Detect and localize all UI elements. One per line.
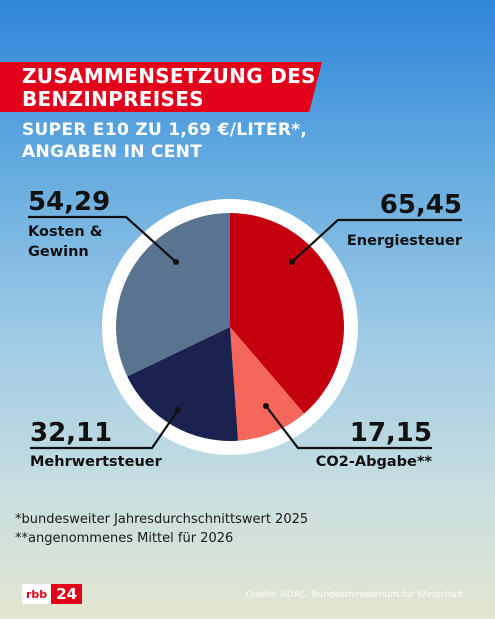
logo-brand: rbb — [22, 584, 52, 604]
pie-slice-4 — [116, 213, 230, 377]
slice-label-2: CO2-Abgabe** — [316, 454, 433, 470]
source-note: Quelle: ADAC, Bundesministerium für Wirt… — [245, 590, 463, 600]
data-label-4: 54,29 — [28, 187, 110, 217]
leader-line-3 — [30, 409, 179, 450]
chart-title-line-1: ZUSAMMENSETZUNG DES — [22, 64, 316, 88]
pie-slice-1 — [230, 213, 345, 414]
leader-dot-3 — [175, 407, 181, 413]
rbb24-logo: rbb 24 — [22, 584, 83, 604]
footnote-2: **angenommenes Mittel für 2026 — [15, 531, 234, 546]
slice-label-3: Mehrwertsteuer — [30, 454, 163, 470]
pie-slice-3 — [127, 327, 239, 441]
chart-title-line-2: BENZINPREISES — [22, 87, 204, 111]
leader-line-2 — [265, 405, 432, 450]
footnote-1: *bundesweiter Jahresdurchschnittswert 20… — [15, 512, 309, 527]
leader-line-4 — [28, 215, 177, 263]
chart-subtitle-line-2: ANGABEN IN CENT — [22, 142, 203, 162]
leader-dot-1 — [289, 259, 295, 265]
logo-number: 24 — [51, 584, 83, 604]
data-label-2: 17,15 — [350, 418, 432, 448]
data-label-1: 65,45 — [380, 190, 462, 220]
title-band — [0, 62, 322, 112]
leader-dot-2 — [263, 403, 269, 409]
slice-label-4-2: Gewinn — [28, 244, 89, 260]
data-label-3: 32,11 — [30, 418, 112, 448]
slice-label-1: Energiesteuer — [347, 233, 463, 249]
leader-dot-4 — [173, 259, 179, 265]
pie-slice-2 — [230, 327, 305, 441]
chart-subtitle-line-1: SUPER E10 ZU 1,69 €/LITER*, — [22, 120, 308, 140]
slice-label-4-1: Kosten & — [28, 224, 103, 240]
leader-line-1 — [291, 218, 462, 263]
